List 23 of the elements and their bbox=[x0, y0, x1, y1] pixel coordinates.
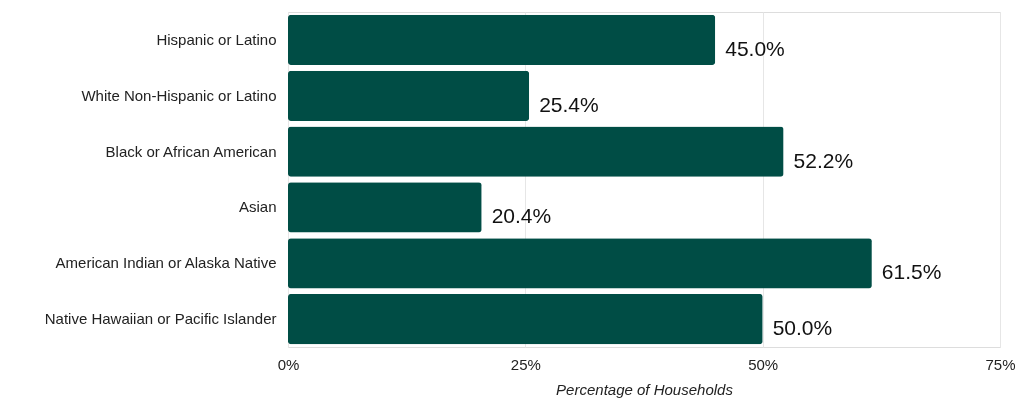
y-tick-label: Black or African American bbox=[105, 142, 277, 160]
data-label: 20.4% bbox=[491, 204, 552, 228]
y-tick-label: American Indian or Alaska Native bbox=[55, 254, 277, 272]
bar bbox=[288, 126, 784, 177]
data-label: 52.2% bbox=[793, 148, 854, 172]
x-tick-label: 0% bbox=[277, 355, 300, 373]
bar bbox=[288, 238, 872, 289]
bar bbox=[288, 70, 530, 121]
y-tick-label: Native Hawaiian or Pacific Islander bbox=[44, 310, 277, 328]
bar bbox=[288, 293, 763, 345]
x-tick-label: 75% bbox=[985, 355, 1016, 373]
y-tick-label: White Non-Hispanic or Latino bbox=[81, 86, 277, 104]
bar bbox=[288, 14, 716, 66]
data-label: 45.0% bbox=[725, 36, 785, 60]
bar bbox=[288, 182, 482, 233]
data-label: 61.5% bbox=[881, 260, 942, 284]
x-tick-label: 50% bbox=[748, 355, 779, 373]
y-tick-label: Hispanic or Latino bbox=[156, 30, 277, 48]
x-tick-label: 25% bbox=[510, 355, 541, 373]
x-axis-title: Percentage of Households bbox=[556, 380, 734, 398]
data-label: 50.0% bbox=[772, 316, 833, 340]
data-label: 25.4% bbox=[539, 92, 599, 116]
y-tick-label: Asian bbox=[238, 198, 277, 216]
